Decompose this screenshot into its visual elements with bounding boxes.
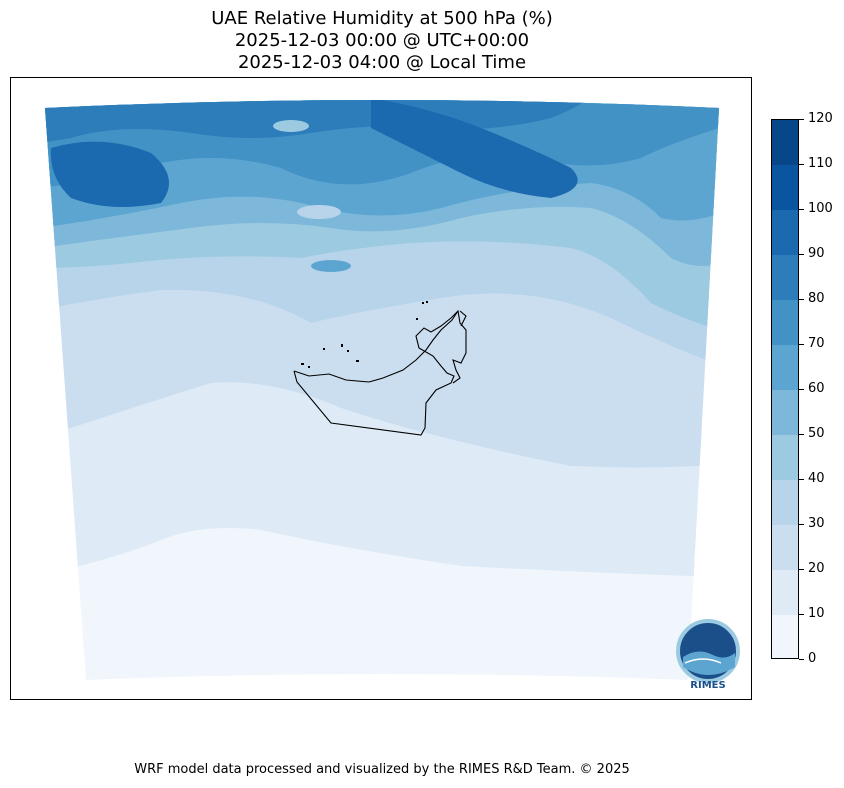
- colorbar-segment: [772, 480, 798, 525]
- colorbar: [771, 119, 799, 659]
- colorbar-tick-label: 20: [808, 561, 825, 576]
- colorbar-tick-label: 30: [808, 516, 825, 531]
- colorbar-tick: [799, 343, 804, 345]
- colorbar-segment: [772, 345, 798, 390]
- colorbar-tick-label: 40: [808, 471, 825, 486]
- logo-text: RIMES: [690, 680, 725, 691]
- colorbar-segment: [772, 300, 798, 345]
- colorbar-segment: [772, 390, 798, 435]
- colorbar-tick: [799, 118, 804, 120]
- colorbar-tick-label: 50: [808, 426, 825, 441]
- band-80-90: [45, 100, 611, 148]
- local-time: 2025-12-03 04:00 @ Local Time: [237, 52, 527, 73]
- colorbar-segment: [772, 210, 798, 255]
- colorbar-tick-label: 120: [808, 111, 833, 126]
- band-90-100-east: [371, 100, 578, 198]
- colorbar-tick: [799, 568, 804, 570]
- colorbar-tick-label: 60: [808, 381, 825, 396]
- credit-text: WRF model data processed and visualized …: [134, 762, 630, 777]
- colorbar-tick-label: 100: [808, 201, 833, 216]
- uae-islands: [301, 301, 428, 368]
- colorbar-tick-label: 0: [808, 651, 817, 666]
- colorbar-tick: [799, 388, 804, 390]
- colorbar-tick-label: 110: [808, 156, 833, 171]
- colorbar-tick: [799, 163, 804, 165]
- colorbar-tick-label: 70: [808, 336, 825, 351]
- colorbar-segment: [772, 120, 798, 165]
- colorbar-tick-label: 80: [808, 291, 825, 306]
- colorbar-tick: [799, 523, 804, 525]
- colorbar-segment: [772, 255, 798, 300]
- colorbar-segment: [772, 165, 798, 210]
- colorbar-tick: [799, 298, 804, 300]
- humidity-contours: [45, 100, 719, 680]
- map-title: UAE Relative Humidity at 500 hPa (%): [211, 8, 553, 29]
- light-patch: [311, 260, 351, 272]
- colorbar-segment: [772, 435, 798, 480]
- colorbar-segment: [772, 615, 798, 658]
- colorbar-tick: [799, 433, 804, 435]
- utc-time: 2025-12-03 00:00 @ UTC+00:00: [234, 30, 530, 51]
- light-patch: [273, 120, 309, 132]
- colorbar-tick-label: 10: [808, 606, 825, 621]
- uae-boundary: [293, 309, 467, 436]
- colorbar-tick: [799, 253, 804, 255]
- colorbar-tick: [799, 208, 804, 210]
- colorbar-tick: [799, 613, 804, 615]
- colorbar-segment: [772, 570, 798, 615]
- map-frame: RIMES: [10, 77, 752, 700]
- colorbar-tick-label: 90: [808, 246, 825, 261]
- rimes-logo: RIMES: [676, 619, 740, 691]
- light-patch: [297, 205, 341, 219]
- colorbar-tick: [799, 658, 804, 660]
- colorbar-tick: [799, 478, 804, 480]
- humidity-map: [45, 100, 719, 680]
- band-90-100-west: [50, 141, 170, 207]
- colorbar-segment: [772, 525, 798, 570]
